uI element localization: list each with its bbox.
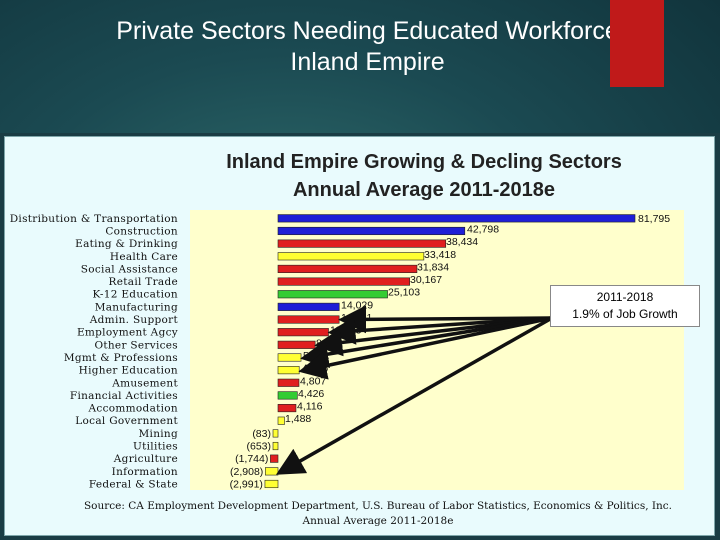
category-label-mgmt-professions: Mgmt & Professions bbox=[64, 352, 178, 364]
value-label-k-12-education: 25,103 bbox=[388, 287, 420, 299]
bar-manufacturing bbox=[277, 302, 340, 311]
value-label-utilities: (653) bbox=[246, 441, 271, 453]
category-label-financial-activities: Financial Activities bbox=[70, 390, 178, 402]
bar-agriculture bbox=[270, 454, 279, 463]
category-label-eating-drinking: Eating & Drinking bbox=[75, 238, 178, 250]
callout-arrows bbox=[275, 305, 553, 475]
callout-arrow-employment-agcy bbox=[327, 316, 553, 345]
accent-block bbox=[610, 0, 664, 87]
callout-arrow-higher-education bbox=[298, 316, 553, 380]
bar-employment-agcy bbox=[277, 328, 329, 337]
category-label-amusement: Amusement bbox=[111, 377, 178, 389]
category-label-admin-support: Admin. Support bbox=[89, 314, 179, 326]
category-label-accommodation: Accommodation bbox=[88, 403, 178, 415]
value-label-agriculture: (1,744) bbox=[235, 453, 268, 465]
value-label-distribution-transportation: 81,795 bbox=[638, 213, 670, 225]
value-label-financial-activities: 4,426 bbox=[298, 388, 324, 400]
category-label-manufacturing: Manufacturing bbox=[95, 301, 178, 313]
source-line1: Source: CA Employment Development Depart… bbox=[84, 500, 672, 512]
callout-arrow-information bbox=[275, 316, 553, 475]
category-label-local-government: Local Government bbox=[75, 415, 178, 427]
slide-title-line2: Inland Empire bbox=[290, 48, 445, 76]
category-label-employment-agcy: Employment Agcy bbox=[77, 327, 178, 339]
bar-federal-state bbox=[264, 479, 279, 489]
value-label-retail-trade: 30,167 bbox=[410, 274, 442, 286]
bars-group: Distribution & Transportation 81,795 Const… bbox=[10, 213, 671, 491]
category-label-social-assistance: Social Assistance bbox=[81, 263, 178, 275]
bar-other-services bbox=[277, 340, 316, 349]
category-label-other-services: Other Services bbox=[94, 339, 178, 351]
growth-callout: 2011-2018 1.9% of Job Growth bbox=[550, 285, 700, 327]
bar-distribution-transportation bbox=[277, 214, 636, 223]
value-label-accommodation: 4,116 bbox=[297, 401, 323, 413]
category-label-federal-state: Federal & State bbox=[89, 478, 178, 490]
callout-line2: 1.9% of Job Growth bbox=[572, 307, 678, 321]
value-label-federal-state: (2,991) bbox=[230, 478, 263, 490]
bar-mining bbox=[272, 429, 279, 438]
slide-title-line1: Private Sectors Needing Educated Workfor… bbox=[116, 17, 619, 45]
callout-arrow-admin-support bbox=[338, 305, 553, 334]
bar-amusement bbox=[277, 378, 300, 387]
bar-information bbox=[265, 467, 279, 476]
category-label-mining: Mining bbox=[138, 428, 178, 440]
bar-admin-support bbox=[277, 315, 340, 324]
bar-retail-trade bbox=[277, 277, 410, 286]
value-label-eating-drinking: 38,434 bbox=[446, 236, 478, 248]
callout-arrow-mgmt-professions bbox=[300, 316, 553, 368]
bar-higher-education bbox=[277, 366, 300, 375]
chart-subtitle: Annual Average 2011-2018e bbox=[293, 179, 555, 201]
category-label-agriculture: Agriculture bbox=[113, 453, 178, 465]
category-label-information: Information bbox=[112, 466, 178, 478]
category-label-utilities: Utilities bbox=[133, 441, 178, 453]
value-label-social-assistance: 31,834 bbox=[417, 261, 449, 273]
chart-title: Inland Empire Growing & Decling Sectors bbox=[226, 151, 622, 173]
callout-line1: 2011-2018 bbox=[596, 290, 654, 304]
category-label-higher-education: Higher Education bbox=[79, 365, 178, 377]
bar-local-government bbox=[277, 416, 285, 425]
bar-construction bbox=[277, 226, 466, 236]
source-line2: Annual Average 2011-2018e bbox=[302, 515, 454, 527]
bar-eating-drinking bbox=[277, 239, 447, 248]
category-label-distribution-transportation: Distribution & Transportation bbox=[10, 213, 178, 225]
category-label-k-12-education: K-12 Education bbox=[93, 289, 178, 301]
value-label-mining: (83) bbox=[252, 428, 271, 440]
value-label-health-care: 33,418 bbox=[424, 249, 456, 261]
bar-social-assistance bbox=[277, 264, 418, 273]
bar-mgmt-professions bbox=[277, 353, 302, 362]
bar-health-care bbox=[277, 252, 425, 261]
slide-title: Private Sectors Needing Educated Workfor… bbox=[0, 16, 720, 78]
value-label-local-government: 1,488 bbox=[285, 413, 311, 425]
category-label-health-care: Health Care bbox=[110, 251, 178, 263]
value-label-information: (2,908) bbox=[230, 466, 263, 478]
category-label-retail-trade: Retail Trade bbox=[109, 276, 178, 288]
value-label-manufacturing: 14,029 bbox=[341, 299, 373, 311]
plot-area bbox=[190, 210, 684, 490]
value-label-construction: 42,798 bbox=[467, 223, 499, 235]
value-label-amusement: 4,807 bbox=[300, 375, 326, 387]
category-label-construction: Construction bbox=[105, 225, 178, 237]
bar-financial-activities bbox=[277, 391, 298, 400]
bar-k-12-education bbox=[277, 290, 388, 299]
bar-utilities bbox=[272, 441, 279, 451]
bar-accommodation bbox=[277, 404, 297, 413]
